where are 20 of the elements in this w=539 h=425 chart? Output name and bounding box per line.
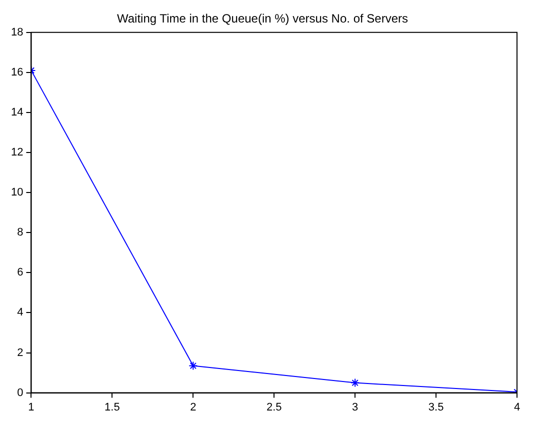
y-tick-label: 4	[17, 306, 24, 319]
x-tick-label: 4	[514, 401, 520, 414]
x-tick-label: 2	[190, 401, 196, 414]
chart-title: Waiting Time in the Queue(in %) versus No. of Servers	[117, 12, 408, 26]
y-tick-label: 16	[10, 66, 24, 78]
y-tick-label: 18	[10, 26, 24, 38]
point	[350, 378, 360, 388]
y-tick-label: 14	[10, 106, 24, 119]
y-tick-label: 2	[17, 346, 24, 359]
y-tick-label: 10	[10, 186, 24, 199]
y-tick-label: 6	[17, 266, 24, 279]
point	[188, 361, 198, 370]
x-tick-label: 1	[28, 401, 34, 414]
x-tick-label: 2.5	[266, 401, 282, 414]
x-tick-label: 3.5	[428, 401, 444, 414]
x-tick-label: 3	[352, 401, 358, 414]
y-tick-label: 0	[17, 386, 24, 399]
y-tick-label: 8	[17, 226, 24, 239]
y-tick-label: 12	[10, 146, 24, 159]
x-tick-label: 1.5	[104, 401, 120, 414]
